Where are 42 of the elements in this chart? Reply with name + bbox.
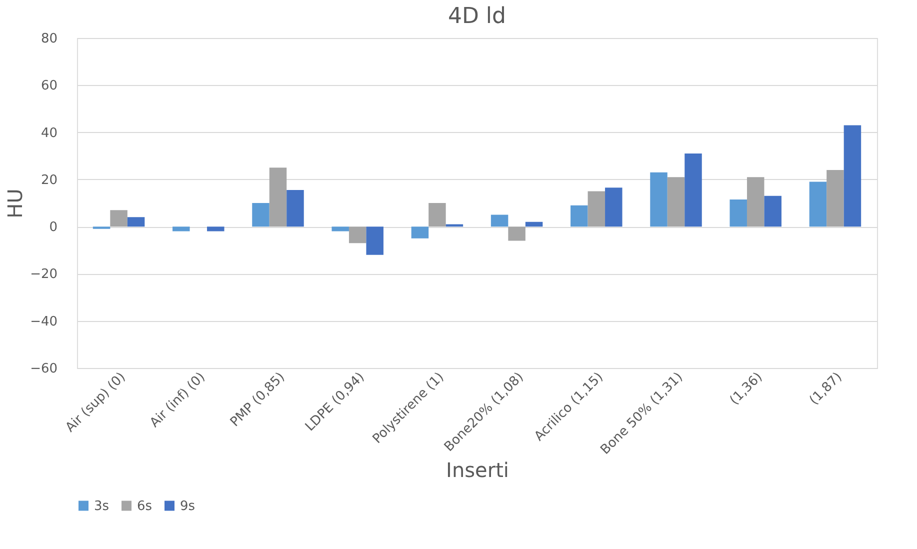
x-axis-title: Inserti: [446, 458, 509, 482]
bar: [746, 177, 764, 227]
bar: [844, 125, 862, 227]
y-tick-label: −60: [30, 362, 58, 376]
bar: [446, 224, 464, 227]
bar: [366, 226, 384, 255]
chart-title: 4D ld: [448, 4, 506, 29]
bar: [730, 199, 747, 227]
y-tick-label: 40: [40, 126, 58, 141]
bar: [348, 226, 366, 244]
y-tick-label: 60: [40, 78, 58, 94]
bar: [490, 214, 508, 227]
legend-label: 9s: [180, 498, 196, 514]
bar: [809, 182, 827, 227]
y-tick-label: 0: [49, 220, 58, 236]
bar: [650, 172, 668, 227]
bar: [127, 217, 145, 227]
bar: [428, 203, 446, 227]
bar: [252, 203, 270, 227]
bar: [411, 226, 429, 238]
bar: [525, 222, 543, 227]
legend-label: 6s: [137, 498, 152, 514]
bar: [172, 226, 190, 232]
y-axis-title: HU: [3, 188, 28, 218]
bar: [684, 154, 702, 227]
y-tick-label: 20: [40, 172, 58, 188]
bar: [508, 226, 526, 241]
bar: [570, 205, 588, 227]
bar: [764, 196, 782, 227]
y-tick-label: 80: [40, 32, 58, 46]
bar: [110, 210, 128, 227]
bar: [332, 226, 349, 232]
legend-label: 3s: [94, 498, 110, 514]
bar: [286, 190, 304, 227]
bar: [826, 170, 844, 227]
bar: [667, 177, 685, 227]
y-tick-label: −20: [30, 267, 58, 282]
bar: [269, 168, 287, 227]
bar: [605, 188, 622, 227]
y-tick-label: −40: [30, 314, 58, 330]
bar: [588, 191, 606, 227]
bar: [207, 226, 224, 232]
